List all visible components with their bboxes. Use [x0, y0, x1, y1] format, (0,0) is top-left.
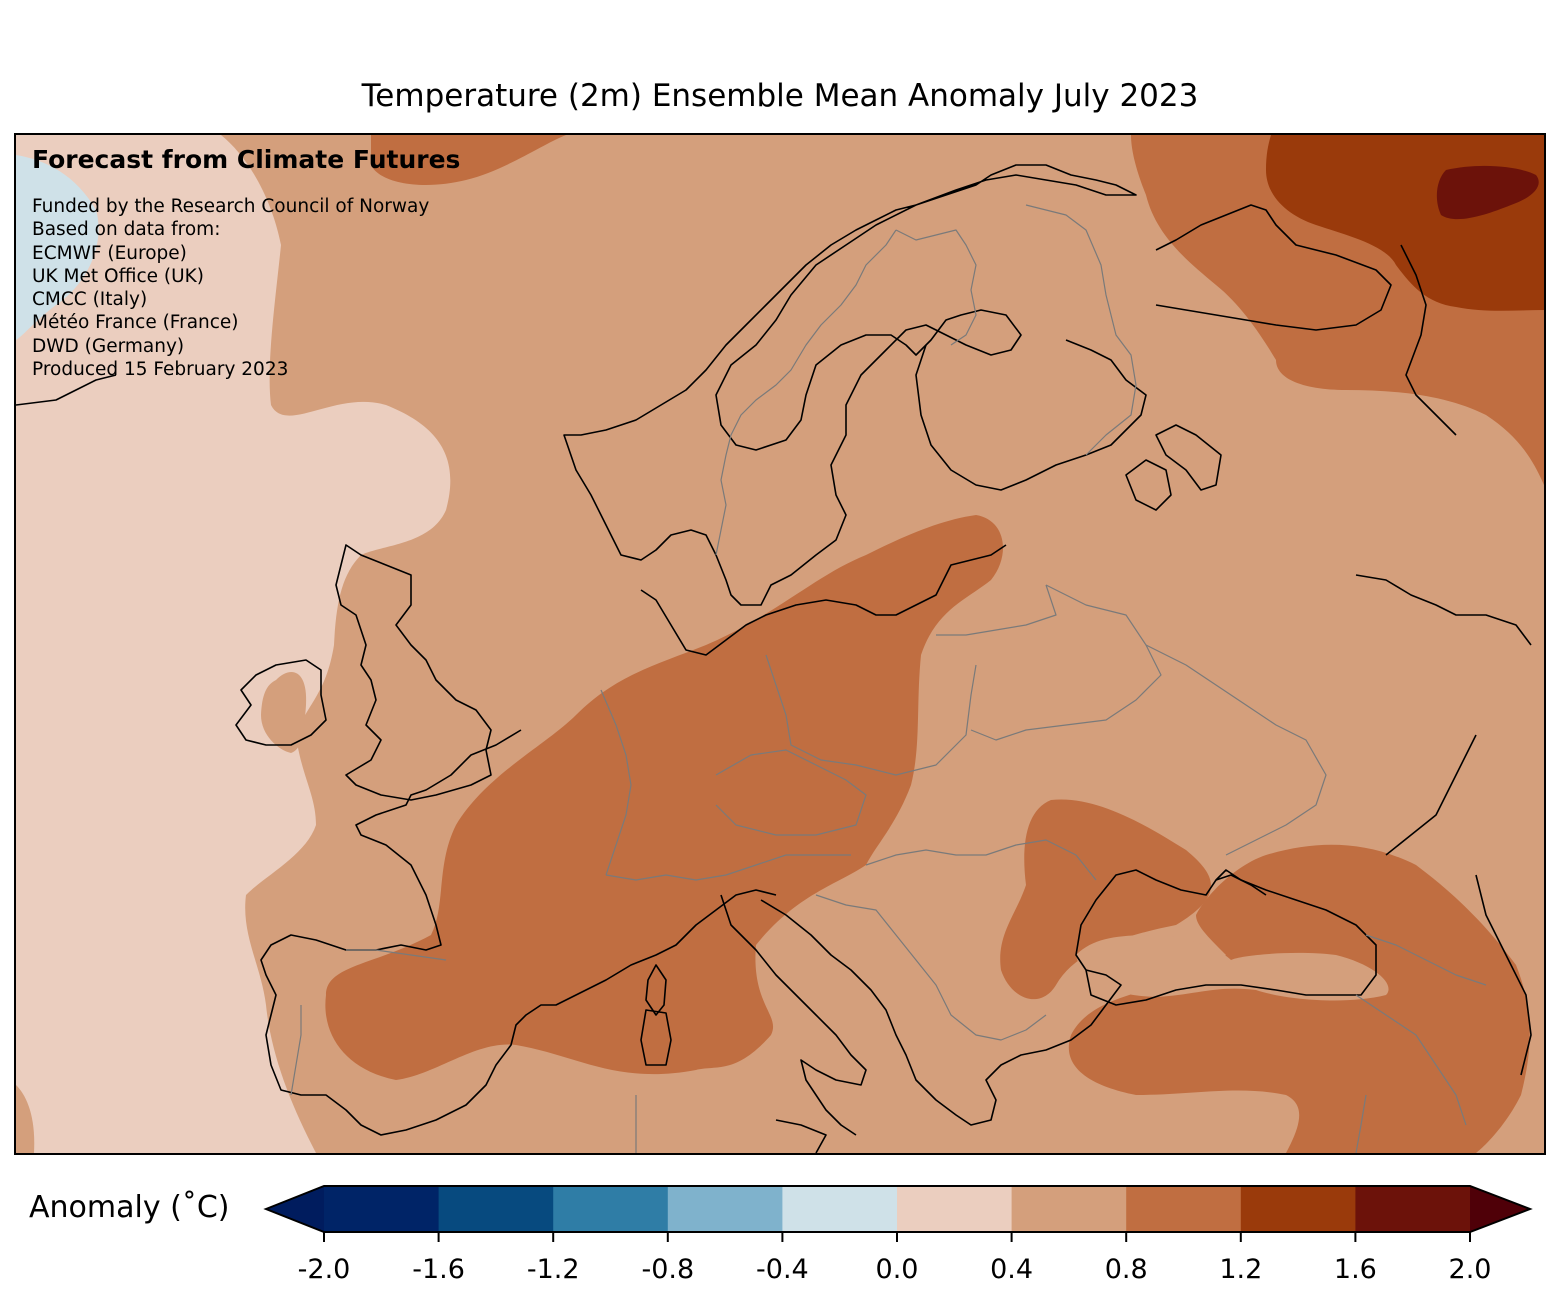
border-spain-portugal: [290, 1005, 302, 1096]
country-borders: [290, 204, 1487, 1153]
border-norway-sweden: [715, 229, 897, 556]
anomaly-zone-0.4-0.8-ireland: [261, 672, 307, 753]
anomaly-zone-below-0: [16, 155, 99, 340]
colorbar-segment: [553, 1186, 669, 1232]
coastline-adriatic-balkans: [760, 899, 1122, 1126]
border-poland: [765, 654, 977, 776]
border-baltic-states: [936, 584, 1057, 636]
anomaly-zone-0.0-0.4-atlantic: [16, 135, 451, 1153]
border-sweden-finland: [895, 229, 977, 346]
colorbar-tick-label: 0.4: [990, 1254, 1034, 1285]
credit-line: Produced 15 February 2023: [32, 359, 289, 381]
border-spain-france: [346, 949, 447, 961]
colorbar-segments: [266, 1186, 1530, 1232]
colorbar-tick-label: 1.6: [1333, 1254, 1377, 1285]
credit-line: Based on data from:: [32, 219, 221, 241]
colorbar-segment: [667, 1186, 783, 1232]
coastline-don-river: [1385, 734, 1477, 856]
colorbar-label: Anomaly (˚C): [29, 1190, 230, 1225]
colorbar-tick-label: -0.4: [756, 1254, 809, 1285]
coastline-sea-of-azov: [1215, 874, 1267, 896]
coastline-black-sea: [1075, 869, 1377, 1006]
anomaly-zone-0.8-1.2-norwegian-sea: [371, 135, 566, 185]
border-alps: [605, 854, 851, 881]
coastline-scandinavia: [563, 164, 1137, 606]
border-caucasus: [1365, 934, 1487, 986]
anomaly-field: [16, 135, 1544, 1153]
colorbar-outline: [263, 1185, 1533, 1233]
border-hungary-romania: [865, 839, 1097, 881]
credit-line: UK Met Office (UK): [32, 265, 205, 287]
map-panel: Forecast from Climate Futures Funded by …: [14, 133, 1546, 1155]
coastline-baltic-south: [640, 544, 1007, 656]
coastline-iceland-edge: [16, 374, 117, 406]
coastline-ladoga: [1125, 459, 1172, 511]
coastline-russia-east: [1400, 244, 1457, 436]
anomaly-zone-0.8-1.2-central-europe: [325, 515, 1003, 1080]
coastline-sardinia: [640, 1009, 672, 1066]
anomaly-zone-0.8-1.2-black-sea-west: [1000, 799, 1211, 1000]
colorbar-tick-label: -1.2: [526, 1254, 580, 1285]
coastline-italy: [720, 894, 867, 1136]
coastline-volga-river: [1355, 574, 1532, 646]
colorbar: [263, 1185, 1533, 1242]
border-finland-russia: [1025, 204, 1137, 456]
coastline-britain: [335, 544, 492, 801]
anomaly-zone-0.8-1.2-turkey: [1068, 844, 1530, 1153]
colorbar-ticks: [323, 1232, 1471, 1242]
credit-line: DWD (Germany): [32, 335, 185, 357]
colorbar-tick-label: 0.0: [875, 1254, 919, 1285]
colorbar-segment: [438, 1186, 554, 1232]
credit-line: Météo France (France): [32, 312, 239, 334]
credit-line: CMCC (Italy): [32, 289, 148, 311]
colorbar-segment: [897, 1186, 1013, 1232]
anomaly-zone-1.6-2.0-northeast: [1436, 165, 1539, 220]
colorbar-tick-label: 1.2: [1219, 1254, 1263, 1285]
border-germany-france: [600, 689, 632, 876]
coastline-sicily: [775, 1119, 827, 1153]
border-middle-east: [1355, 1094, 1367, 1153]
colorbar-segment: [324, 1186, 440, 1232]
colorbar-segment: [1355, 1186, 1471, 1232]
colorbar-tick-label: 2.0: [1448, 1254, 1492, 1285]
coastline-white-sea: [1155, 424, 1222, 491]
border-balkans: [815, 894, 1047, 1041]
coastline-finland-baltic: [915, 339, 1147, 491]
coastline-ireland: [235, 659, 327, 746]
border-czech-austria: [715, 749, 867, 836]
colorbar-extend-low: [266, 1186, 324, 1232]
coastlines: [16, 164, 1532, 1153]
credit-line: Funded by the Research Council of Norway: [32, 196, 430, 217]
colorbar-segment: [1126, 1186, 1242, 1232]
colorbar-segment: [1240, 1186, 1356, 1232]
border-belarus: [970, 584, 1162, 741]
border-ukraine-russia: [1145, 644, 1327, 856]
colorbar-tick-label: 0.8: [1104, 1254, 1148, 1285]
anomaly-zone-0.4-0.8-black-sea: [1076, 935, 1389, 1001]
anomaly-zone-0.4-0.8-sw-corner: [16, 1085, 35, 1153]
coastline-corsica: [645, 964, 667, 1016]
colorbar-extend-high: [1470, 1186, 1530, 1232]
colorbar-tick-label: -0.8: [641, 1254, 695, 1285]
coastline-russia-north: [1155, 204, 1392, 331]
credit-line: ECMWF (Europe): [32, 242, 187, 264]
coastline-france-biscay: [260, 729, 777, 1136]
map-title: Temperature (2m) Ensemble Mean Anomaly J…: [361, 78, 1199, 114]
colorbar-tick-label: -2.0: [297, 1254, 351, 1285]
colorbar-segment: [1011, 1186, 1127, 1232]
border-turkey-east: [1355, 994, 1467, 1126]
colorbar-tick-label: -1.6: [412, 1254, 465, 1285]
overlay-heading: Forecast from Climate Futures: [32, 145, 461, 174]
colorbar-segment: [782, 1186, 898, 1232]
coastline-caspian: [1475, 874, 1532, 1076]
overlay-credits: Funded by the Research Council of Norway…: [32, 195, 429, 381]
